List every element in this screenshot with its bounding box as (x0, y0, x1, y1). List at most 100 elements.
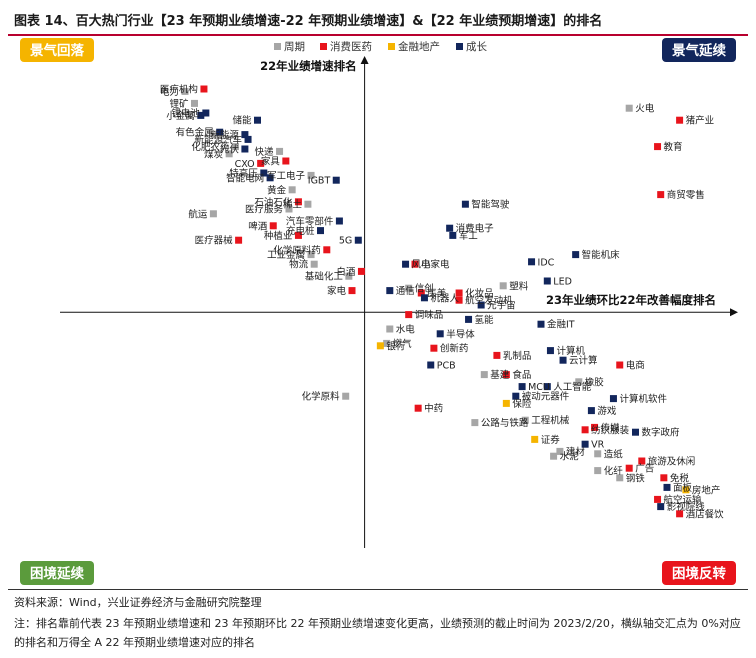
legend-swatch (388, 43, 395, 50)
point (556, 447, 564, 455)
point (345, 272, 353, 280)
point-label: 保险 (512, 398, 532, 410)
point-label: 房地产 (692, 484, 721, 496)
point (266, 174, 274, 182)
point (654, 495, 662, 503)
point (543, 277, 551, 285)
point (427, 361, 435, 369)
point-label: 云计算 (569, 355, 598, 367)
point (609, 395, 617, 403)
point (594, 467, 602, 475)
point-label: 特高压 (229, 168, 258, 180)
point (294, 231, 302, 239)
point (575, 378, 583, 386)
point-label: 化学原料药 (273, 244, 321, 256)
point-label: 橡胶 (585, 376, 605, 388)
point (216, 128, 224, 136)
point (225, 150, 233, 158)
page-title: 图表 14、百大热门行业【23 年预期业绩增速-22 年预期业绩增速】&【22 … (14, 14, 603, 29)
point-label: 汽车零部件 (286, 216, 334, 228)
point-label: 酒店餐饮 (686, 508, 725, 520)
quadrant-label-top-left: 景气回落 (30, 42, 84, 59)
point (477, 301, 485, 309)
legend-label: 周期 (284, 41, 305, 53)
point (625, 464, 633, 472)
point-label: 医疗机构 (160, 84, 198, 96)
point (383, 339, 391, 347)
point (676, 510, 684, 518)
point (357, 267, 365, 275)
point (465, 315, 473, 323)
point-label: 影视院线 (667, 501, 706, 513)
point (446, 224, 454, 232)
legend-label: 金融地产 (398, 40, 440, 53)
point (493, 351, 501, 359)
point (581, 426, 589, 434)
point (502, 371, 510, 379)
point (241, 131, 249, 139)
point (449, 231, 457, 239)
point-label: 化纤 (604, 465, 624, 477)
point (348, 287, 356, 295)
point-label: 智能机床 (582, 249, 621, 261)
point-label: 航运 (188, 208, 208, 220)
point (572, 251, 580, 259)
x-axis-arrow (730, 308, 738, 317)
point-label: 银行 (386, 340, 406, 352)
point (386, 287, 394, 295)
point-label: 塑料 (509, 280, 529, 292)
point (528, 258, 536, 266)
point-label: 化妆品 (465, 288, 494, 300)
point-label: 纺织服装 (591, 424, 630, 436)
point-label: 电力 (160, 86, 179, 98)
point-label: 金融IT (547, 319, 575, 331)
point (202, 109, 210, 117)
point-label: 化肥农药 (191, 141, 229, 153)
point (294, 198, 302, 206)
point-label: 计算机软件 (619, 393, 667, 405)
axes: 23年业绩环比22年改善幅度排名 22年业绩增速排名 (60, 56, 738, 548)
point-label: 家电 (327, 285, 347, 297)
point-label: 建材 (566, 446, 586, 458)
point (676, 116, 684, 124)
point (285, 205, 293, 213)
legend: 周期 消费医药 金融地产 成长 (274, 40, 487, 53)
point-label: 智能电网 (226, 172, 264, 184)
point (282, 157, 290, 165)
point-label: 医疗器械 (195, 235, 234, 247)
y-axis-label: 22年业绩增速排名 (260, 59, 357, 73)
point-label: 水泥 (560, 451, 580, 463)
point (310, 260, 318, 268)
point (657, 191, 665, 199)
point (512, 392, 520, 400)
point-label: 航空运输 (664, 494, 703, 506)
point-label: 猪产业 (686, 115, 715, 127)
point-label: 钢铁 (626, 472, 646, 484)
point-label: 公路与铁路 (481, 417, 529, 429)
point-label: 氢能 (475, 314, 495, 326)
data-points (181, 85, 690, 518)
point-label: 光伏 (220, 144, 240, 156)
legend-label: 成长 (466, 41, 487, 53)
point-label: 锂电池 (171, 108, 200, 120)
point (591, 423, 599, 431)
point-label: 物流 (289, 259, 309, 271)
point-label: 食品 (512, 369, 531, 381)
point (550, 452, 558, 460)
point-label: 稀土 (283, 199, 303, 211)
point (405, 284, 413, 292)
point-label: IGBT (308, 176, 331, 187)
point-label: 中药 (424, 403, 443, 415)
point-label: PCB (437, 361, 456, 372)
point (654, 143, 662, 151)
point (317, 227, 324, 235)
point-label: 啤酒 (248, 220, 268, 232)
point (546, 347, 554, 355)
point-label: 储能 (232, 115, 252, 127)
legend-swatch (274, 43, 281, 50)
point (411, 260, 419, 268)
quadrant-badge-bottom-right (662, 561, 736, 585)
